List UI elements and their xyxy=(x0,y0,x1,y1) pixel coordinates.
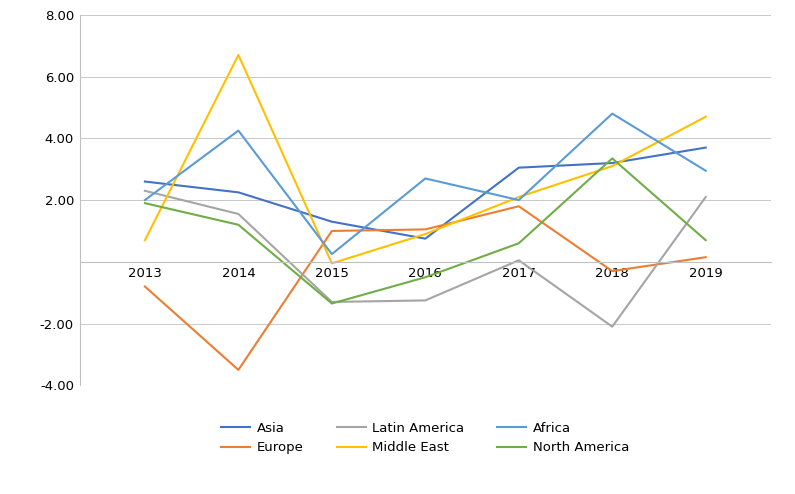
North America xyxy=(701,237,711,243)
Middle East xyxy=(514,194,524,200)
North America xyxy=(421,274,430,280)
Asia xyxy=(234,189,243,195)
Line: Africa: Africa xyxy=(145,114,706,254)
Asia xyxy=(140,179,149,185)
Europe xyxy=(607,268,617,274)
Africa xyxy=(514,197,524,203)
Latin America xyxy=(140,188,149,194)
Middle East xyxy=(701,114,711,120)
Europe xyxy=(701,254,711,260)
Middle East xyxy=(421,231,430,237)
Line: North America: North America xyxy=(145,159,706,303)
Asia xyxy=(701,145,711,151)
Latin America xyxy=(327,299,336,305)
Latin America xyxy=(701,194,711,200)
Latin America xyxy=(607,324,617,329)
Legend: Asia, Europe, Latin America, Middle East, Africa, North America: Asia, Europe, Latin America, Middle East… xyxy=(221,421,630,454)
Europe xyxy=(234,367,243,373)
Line: Asia: Asia xyxy=(145,148,706,239)
North America xyxy=(514,241,524,247)
Africa xyxy=(327,251,336,257)
Asia xyxy=(421,236,430,242)
Europe xyxy=(140,284,149,289)
Asia xyxy=(514,165,524,170)
Europe xyxy=(514,204,524,209)
Middle East xyxy=(327,260,336,266)
Line: Middle East: Middle East xyxy=(145,55,706,263)
Africa xyxy=(701,168,711,174)
Latin America xyxy=(421,297,430,303)
Line: Latin America: Latin America xyxy=(145,191,706,327)
North America xyxy=(234,222,243,228)
North America xyxy=(327,300,336,306)
North America xyxy=(607,156,617,162)
Africa xyxy=(607,111,617,117)
North America xyxy=(140,200,149,206)
Asia xyxy=(607,160,617,166)
Latin America xyxy=(234,211,243,217)
Africa xyxy=(234,127,243,133)
Europe xyxy=(421,226,430,232)
Africa xyxy=(140,197,149,203)
Asia xyxy=(327,219,336,225)
Middle East xyxy=(140,237,149,243)
Middle East xyxy=(234,52,243,58)
Middle East xyxy=(607,163,617,169)
Africa xyxy=(421,175,430,181)
Europe xyxy=(327,228,336,234)
Line: Europe: Europe xyxy=(145,206,706,370)
Latin America xyxy=(514,257,524,263)
